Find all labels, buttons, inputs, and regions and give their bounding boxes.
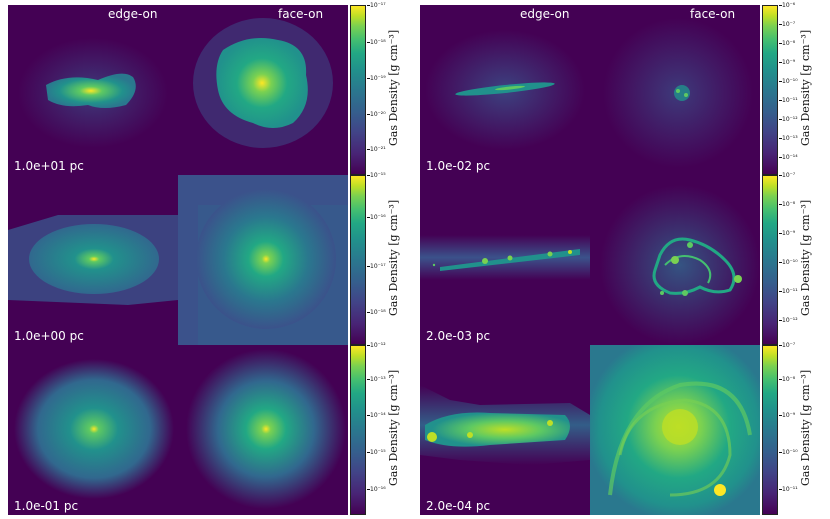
column-title-face-on: face-on xyxy=(690,7,736,21)
scale-label: 1.0e+01 pc xyxy=(14,159,84,173)
colorbar-tick: 10⁻¹⁴ xyxy=(779,154,798,161)
colorbar-tick: 10⁻¹⁸ xyxy=(367,39,386,46)
panel-0.1pc-edge-on: 1.0e-01 pc xyxy=(8,345,178,515)
density-image xyxy=(178,345,348,515)
panel-0.01pc-face-on: face-on xyxy=(590,5,760,175)
scale-label: 1.0e+00 pc xyxy=(14,329,84,343)
colorbar-tick: 10⁻⁸ xyxy=(778,40,796,47)
colorbar-tick: 10⁻¹² xyxy=(367,342,386,349)
scale-label: 2.0e-03 pc xyxy=(426,329,491,343)
colorbar-tick: 10⁻¹⁶ xyxy=(367,214,386,221)
colorbar-label: Gas Density [g cm⁻³] xyxy=(387,369,400,486)
colorbar-tick: 10⁻¹¹ xyxy=(779,486,798,493)
panel-1pc-face-on xyxy=(178,175,348,345)
colorbar-0.002pc: 10⁻⁷ 10⁻⁸ 10⁻⁹ 10⁻¹⁰ 10⁻¹¹ 10⁻¹² xyxy=(762,172,798,345)
panel-0.0002pc-edge-on: 2.0e-04 pc xyxy=(420,345,590,515)
colorbar-label: Gas Density [g cm⁻³] xyxy=(387,199,400,316)
density-image xyxy=(420,345,590,515)
scale-label: 1.0e-02 pc xyxy=(426,159,491,173)
density-image xyxy=(178,175,348,345)
colorbar-tick: 10⁻⁷ xyxy=(778,21,796,28)
panel-10pc-edge-on: edge-on 1.0e+01 pc xyxy=(8,5,178,175)
colorbar-tick: 10⁻⁷ xyxy=(778,342,796,349)
colorbar-tick: 10⁻⁷ xyxy=(778,172,796,179)
colorbar-tick: 10⁻⁹ xyxy=(778,230,796,237)
colorbar-10pc: 10⁻¹⁷ 10⁻¹⁸ 10⁻¹⁹ 10⁻²⁰ 10⁻²¹ xyxy=(350,2,386,175)
colorbar-0.1pc: 10⁻¹² 10⁻¹³ 10⁻¹⁴ 10⁻¹⁵ 10⁻¹⁶ xyxy=(350,342,386,515)
panel-0.002pc-face-on xyxy=(590,175,760,345)
colorbar-tick: 10⁻¹² xyxy=(779,317,798,324)
panel-10pc-face-on: face-on xyxy=(178,5,348,175)
scale-label: 1.0e-01 pc xyxy=(14,499,79,513)
colorbar-tick: 10⁻¹² xyxy=(779,116,798,123)
colorbar-tick: 10⁻¹³ xyxy=(779,135,798,142)
colorbar-label: Gas Density [g cm⁻³] xyxy=(799,369,812,486)
colorbar-tick: 10⁻⁸ xyxy=(778,201,796,208)
density-image xyxy=(178,5,348,175)
panel-0.0002pc-face-on xyxy=(590,345,760,515)
panel-0.1pc-face-on xyxy=(178,345,348,515)
colorbar-tick: 10⁻⁹ xyxy=(778,412,796,419)
colorbar-label: Gas Density [g cm⁻³] xyxy=(799,29,812,146)
density-image xyxy=(590,345,760,515)
density-image xyxy=(420,175,590,345)
colorbar-tick: 10⁻⁸ xyxy=(778,376,796,383)
density-image xyxy=(420,5,590,175)
colorbar-tick: 10⁻¹⁰ xyxy=(779,259,798,266)
panel-0.01pc-edge-on: edge-on 1.0e-02 pc xyxy=(420,5,590,175)
density-image xyxy=(8,345,178,515)
colorbar-tick: 10⁻¹⁸ xyxy=(367,309,386,316)
density-image xyxy=(590,175,760,345)
density-image xyxy=(8,175,178,345)
colorbar-tick: 10⁻¹³ xyxy=(367,376,386,383)
colorbar-tick: 10⁻¹⁷ xyxy=(367,2,386,9)
panel-0.002pc-edge-on: 2.0e-03 pc xyxy=(420,175,590,345)
colorbar-tick: 10⁻¹⁷ xyxy=(367,263,386,270)
colorbar-tick: 10⁻¹¹ xyxy=(779,97,798,104)
density-image xyxy=(8,5,178,175)
colorbar-0.0002pc: 10⁻⁷ 10⁻⁸ 10⁻⁹ 10⁻¹⁰ 10⁻¹¹ xyxy=(762,342,798,515)
colorbar-tick: 10⁻¹⁶ xyxy=(367,486,386,493)
column-title-edge-on: edge-on xyxy=(108,7,158,21)
panel-1pc-edge-on: 1.0e+00 pc xyxy=(8,175,178,345)
colorbar-tick: 10⁻¹⁰ xyxy=(779,78,798,85)
colorbar-tick: 10⁻¹⁴ xyxy=(367,412,386,419)
density-image xyxy=(590,5,760,175)
colorbar-tick: 10⁻¹⁹ xyxy=(367,75,386,82)
column-title-edge-on: edge-on xyxy=(520,7,570,21)
colorbar-tick: 10⁻⁶ xyxy=(778,2,796,9)
colorbar-label: Gas Density [g cm⁻³] xyxy=(387,29,400,146)
colorbar-tick: 10⁻¹⁵ xyxy=(367,172,386,179)
colorbar-label: Gas Density [g cm⁻³] xyxy=(799,199,812,316)
scale-label: 2.0e-04 pc xyxy=(426,499,491,513)
column-title-face-on: face-on xyxy=(278,7,324,21)
colorbar-tick: 10⁻⁹ xyxy=(778,59,796,66)
colorbar-tick: 10⁻¹⁰ xyxy=(779,449,798,456)
colorbar-tick: 10⁻²⁰ xyxy=(367,111,386,118)
colorbar-tick: 10⁻²¹ xyxy=(367,146,386,153)
colorbar-1pc: 10⁻¹⁵ 10⁻¹⁶ 10⁻¹⁷ 10⁻¹⁸ xyxy=(350,172,386,345)
colorbar-0.01pc: 10⁻⁶ 10⁻⁷ 10⁻⁸ 10⁻⁹ 10⁻¹⁰ 10⁻¹¹ 10⁻¹² 10… xyxy=(762,2,798,175)
colorbar-tick: 10⁻¹⁵ xyxy=(367,449,386,456)
colorbar-tick: 10⁻¹¹ xyxy=(779,288,798,295)
